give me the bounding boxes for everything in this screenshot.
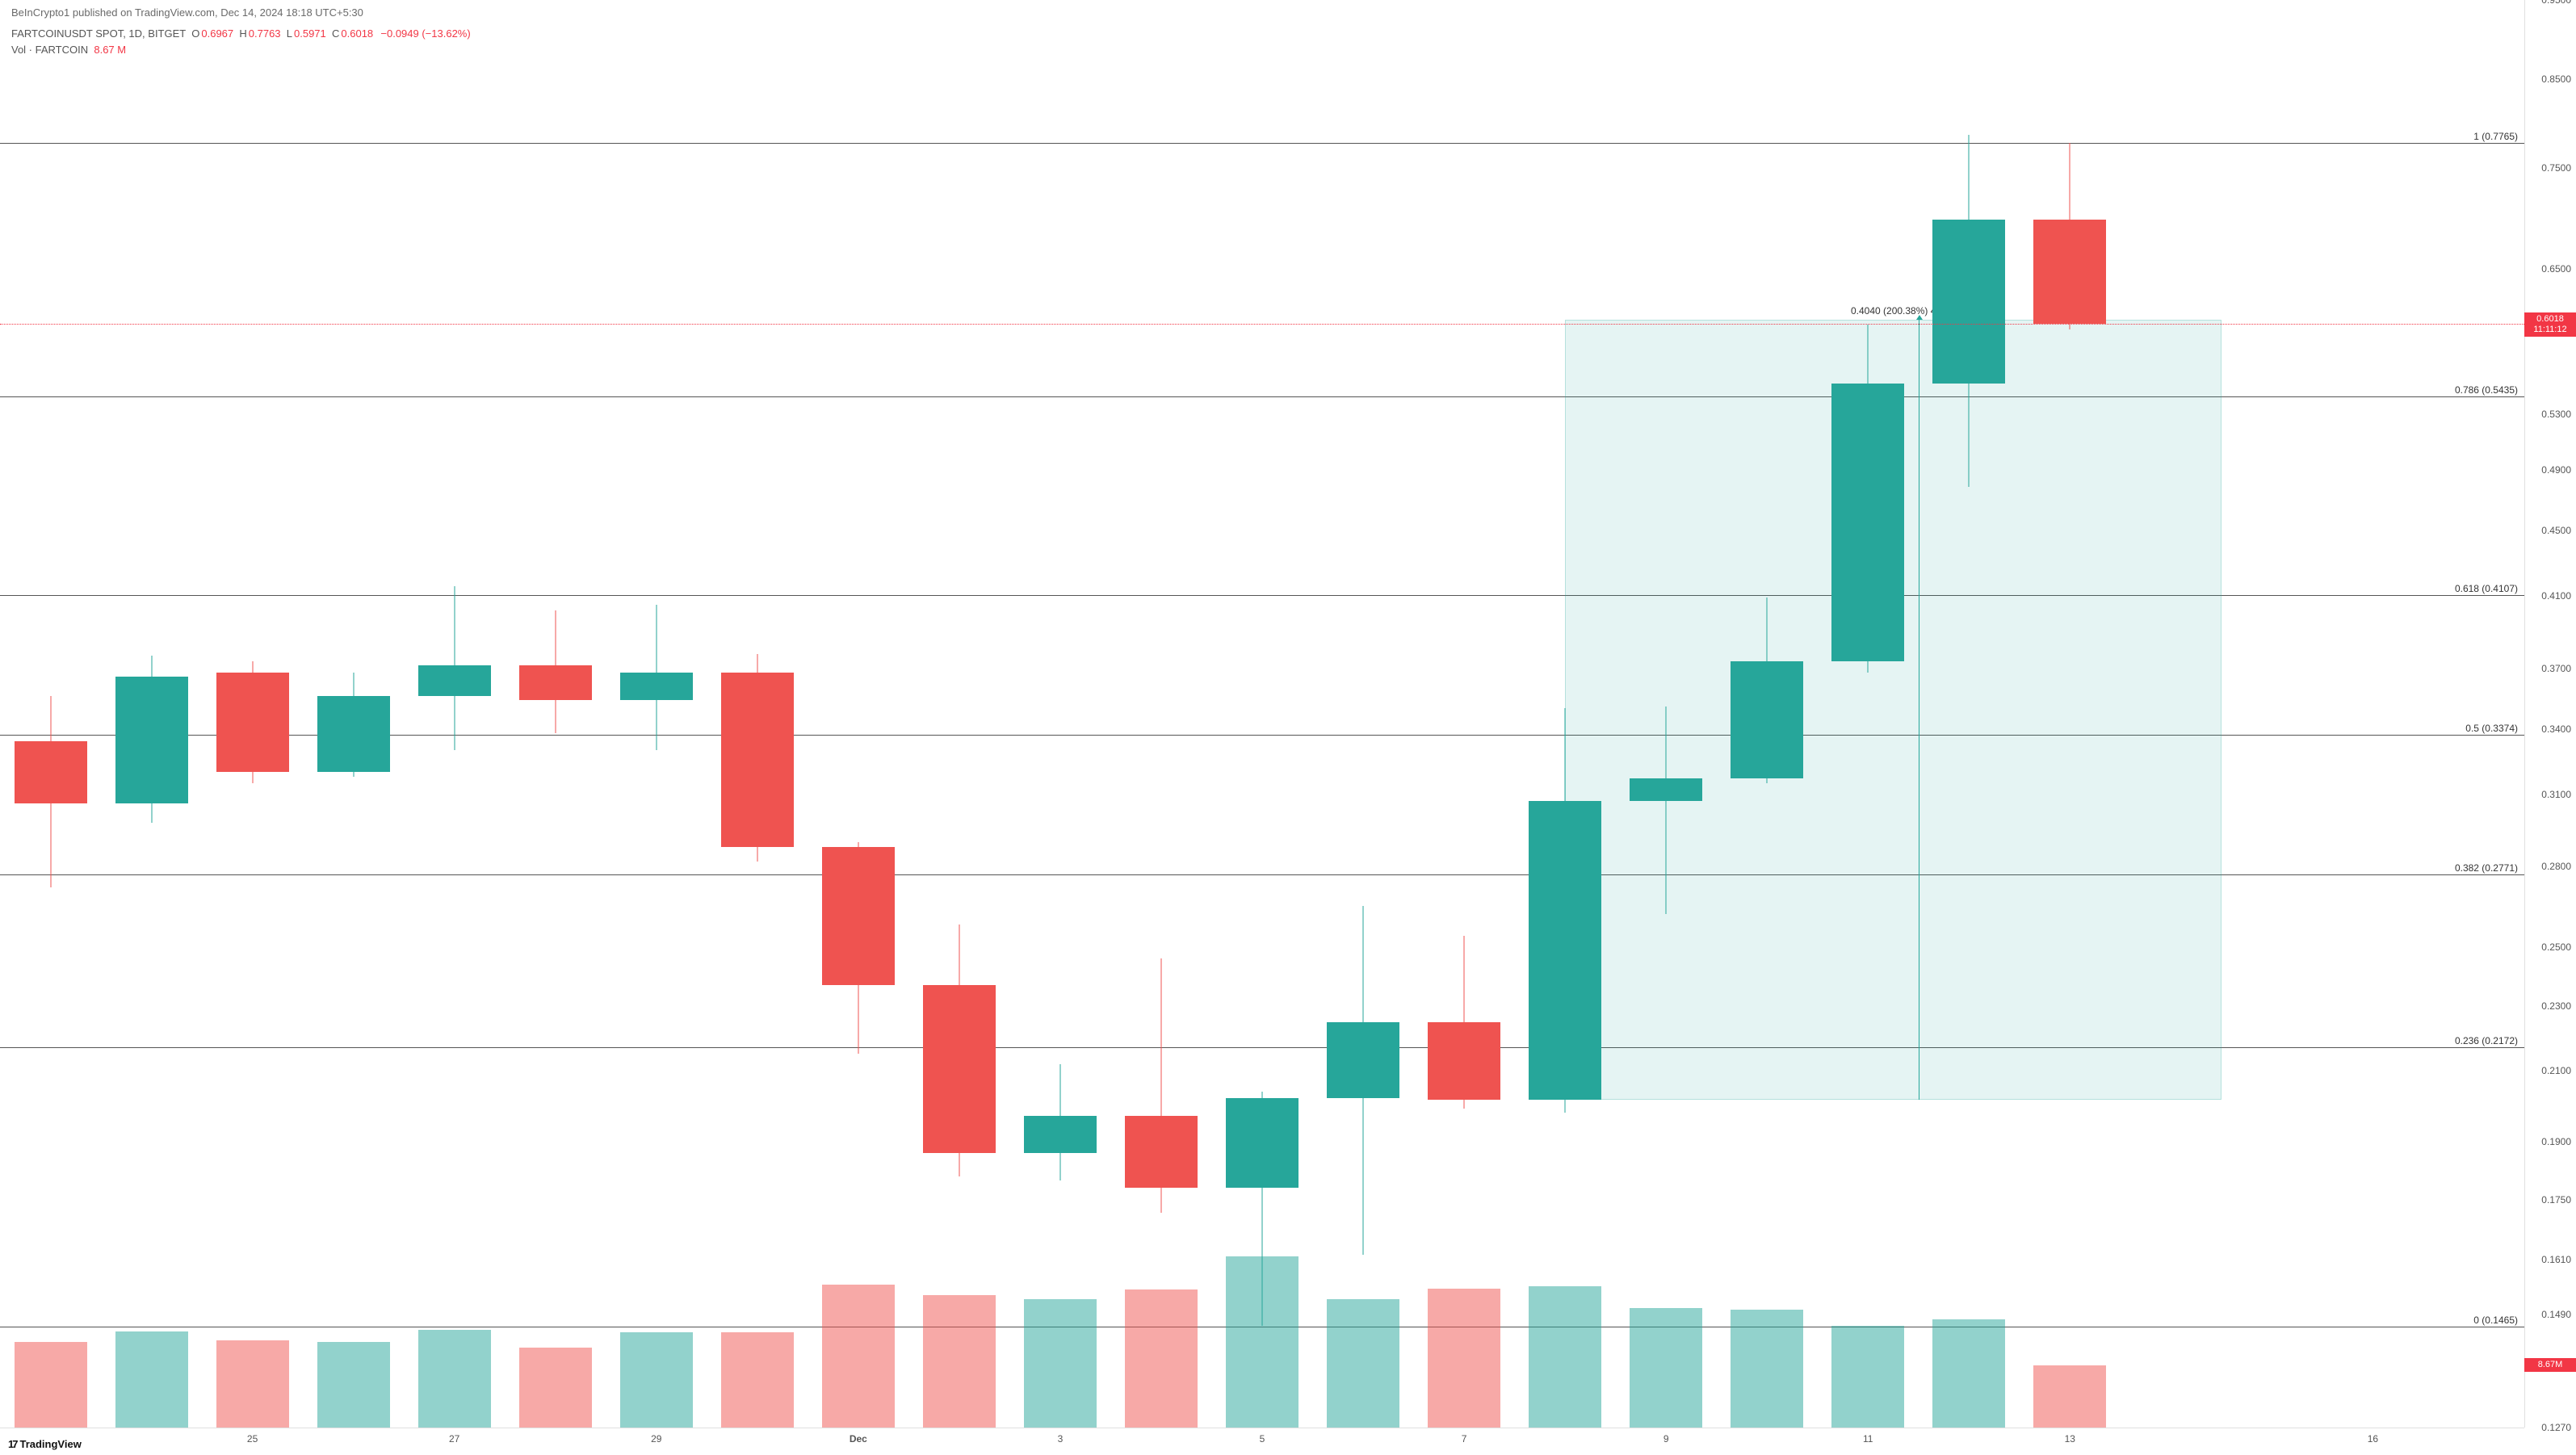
x-tick-label: 27	[449, 1433, 459, 1445]
x-tick-label: 13	[2065, 1433, 2075, 1445]
candle[interactable]	[115, 656, 188, 823]
y-tick-label: 0.1490	[2541, 1309, 2571, 1320]
tradingview-logo[interactable]: 17TradingView	[8, 1438, 82, 1450]
fib-level-label: 0 (0.1465)	[2472, 1315, 2519, 1326]
candle[interactable]	[1327, 906, 1399, 1255]
y-tick-label: 0.6500	[2541, 263, 2571, 275]
candle[interactable]	[1831, 325, 1904, 673]
fib-level-label: 0.236 (0.2172)	[2453, 1035, 2519, 1046]
x-tick-label: 9	[1663, 1433, 1669, 1445]
volume-bar	[418, 1330, 491, 1428]
candle[interactable]	[519, 610, 592, 733]
plot-area[interactable]: 1 (0.7765) 0.786 (0.5435) 0.618 (0.4107) 0.…	[0, 0, 2524, 1428]
volume-bar	[923, 1295, 996, 1428]
candle[interactable]	[2033, 143, 2106, 329]
y-tick-label: 0.3100	[2541, 789, 2571, 800]
volume-bar	[1428, 1289, 1500, 1428]
fib-level-label: 0.5 (0.3374)	[2464, 723, 2519, 734]
candle[interactable]	[15, 696, 87, 887]
y-axis[interactable]: 0.12700.14900.16100.17500.19000.21000.23…	[2524, 0, 2576, 1428]
volume-bar	[317, 1342, 390, 1428]
x-axis[interactable]: 25 27 29 Dec 3 5 7 9 11 13 16	[0, 1428, 2524, 1455]
x-tick-label: Dec	[850, 1433, 867, 1445]
y-tick-label: 0.2500	[2541, 941, 2571, 953]
volume-bar	[15, 1342, 87, 1428]
volume-bar	[1327, 1299, 1399, 1428]
volume-bar	[519, 1348, 592, 1428]
y-tick-label: 0.3700	[2541, 663, 2571, 674]
candle[interactable]	[216, 661, 289, 783]
candle[interactable]	[1125, 958, 1198, 1212]
candle[interactable]	[1630, 707, 1702, 914]
fib-level-line[interactable]: 1 (0.7765)	[0, 143, 2524, 144]
candle[interactable]	[1932, 135, 2005, 488]
x-tick-label: 5	[1260, 1433, 1265, 1445]
x-tick-label: 29	[651, 1433, 661, 1445]
x-tick-label: 16	[2368, 1433, 2378, 1445]
candle[interactable]	[1428, 936, 1500, 1109]
candle[interactable]	[1529, 708, 1601, 1113]
y-tick-label: 0.7500	[2541, 162, 2571, 174]
volume-bar	[115, 1331, 188, 1428]
volume-bar	[1630, 1308, 1702, 1428]
x-tick-label: 11	[1863, 1433, 1873, 1445]
y-tick-label: 0.4500	[2541, 525, 2571, 536]
candle[interactable]	[1226, 1092, 1298, 1327]
candle[interactable]	[923, 925, 996, 1176]
y-tick-label: 0.1610	[2541, 1254, 2571, 1265]
volume-bar	[721, 1332, 794, 1428]
y-tick-label: 0.1270	[2541, 1422, 2571, 1433]
chart-container: BeInCrypto1 published on TradingView.com…	[0, 0, 2576, 1455]
y-tick-label: 0.1900	[2541, 1136, 2571, 1147]
y-tick-label: 0.2800	[2541, 861, 2571, 872]
last-price-tag: 0.601811:11:12	[2524, 312, 2576, 337]
candle[interactable]	[620, 605, 693, 750]
volume-bar	[1125, 1289, 1198, 1428]
volume-bar	[822, 1285, 895, 1428]
y-tick-label: 0.1750	[2541, 1194, 2571, 1206]
volume-bar	[1932, 1319, 2005, 1428]
tradingview-icon: 17	[8, 1438, 16, 1450]
y-tick-label: 0.2300	[2541, 1000, 2571, 1012]
y-tick-label: 0.8500	[2541, 73, 2571, 85]
y-tick-label: 0.2100	[2541, 1065, 2571, 1076]
volume-bar	[1831, 1326, 1904, 1428]
fib-level-label: 1 (0.7765)	[2472, 131, 2519, 142]
y-tick-label: 0.4900	[2541, 464, 2571, 476]
volume-bar	[216, 1340, 289, 1428]
candle[interactable]	[721, 654, 794, 862]
fib-level-label: 0.618 (0.4107)	[2453, 583, 2519, 594]
y-tick-label: 0.4100	[2541, 590, 2571, 602]
y-tick-label: 0.5300	[2541, 409, 2571, 420]
volume-bar	[2033, 1365, 2106, 1428]
volume-bar	[1024, 1299, 1097, 1428]
fib-level-label: 0.382 (0.2771)	[2453, 862, 2519, 874]
volume-axis-tag: 8.67M	[2524, 1358, 2576, 1372]
candle[interactable]	[418, 586, 491, 750]
candle[interactable]	[317, 673, 390, 776]
volume-bar	[1529, 1286, 1601, 1428]
x-tick-label: 3	[1058, 1433, 1064, 1445]
fib-level-label: 0.786 (0.5435)	[2453, 384, 2519, 396]
volume-bar	[1731, 1310, 1803, 1428]
candle[interactable]	[1731, 598, 1803, 782]
candle[interactable]	[822, 842, 895, 1055]
y-tick-label: 0.9500	[2541, 0, 2571, 6]
last-price-line	[0, 324, 2524, 325]
x-tick-label: 25	[247, 1433, 258, 1445]
x-tick-label: 7	[1462, 1433, 1467, 1445]
y-tick-label: 0.3400	[2541, 723, 2571, 735]
candle[interactable]	[1024, 1064, 1097, 1180]
volume-bar	[620, 1332, 693, 1428]
